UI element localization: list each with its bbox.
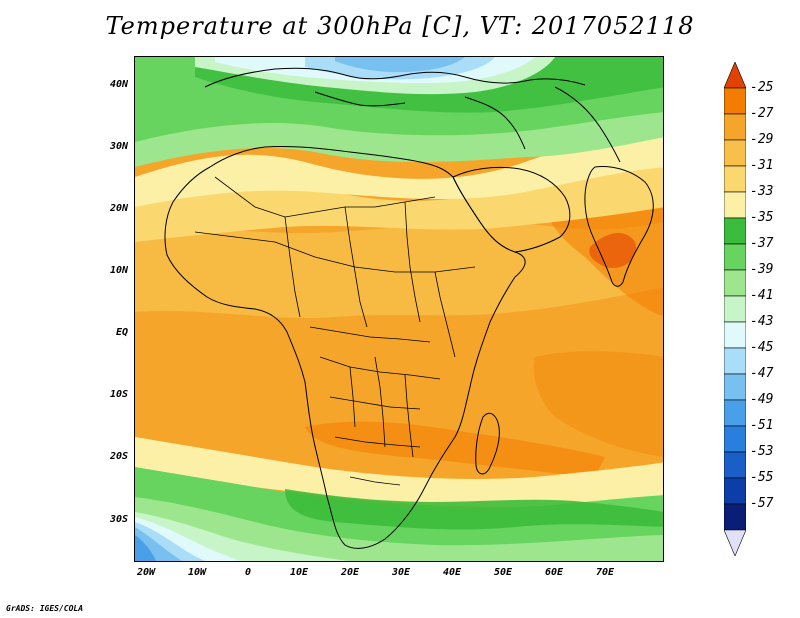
field-blue-patch-mediterranean: [335, 57, 465, 73]
lon-label-70e: 70E: [595, 567, 615, 578]
colorbar-tick-label: -35: [750, 210, 774, 225]
colorbar-box: [724, 451, 746, 479]
colorbar-box: [724, 269, 746, 297]
colorbar-box: [724, 191, 746, 219]
colorbar-box: [724, 503, 746, 531]
colorbar-tick-label: -41: [750, 288, 774, 303]
field-cream-band-north: [135, 127, 663, 207]
colorbar-tick-label: -45: [750, 340, 774, 355]
colorbar-tick-label: -31: [750, 158, 774, 173]
colorbar-tick-label: -49: [750, 392, 774, 407]
colorbar-tick-label: -51: [750, 418, 774, 433]
colorbar-box: [724, 347, 746, 375]
lon-label-20e: 20E: [340, 567, 360, 578]
lat-label-40n: 40N: [109, 79, 128, 90]
country-borders: [194, 176, 476, 486]
lat-label-30s: 30S: [109, 514, 128, 525]
colorbar-tick-label: -53: [750, 444, 774, 459]
colorbar-box: [724, 477, 746, 505]
colorbar-tick-label: -25: [750, 80, 774, 95]
lon-label-10e: 10E: [289, 567, 309, 578]
coastlines: [164, 67, 654, 549]
field-blue-mid-patch-south-atlantic: [135, 535, 157, 561]
colorbar-box: [724, 295, 746, 323]
lon-label-30e: 30E: [391, 567, 411, 578]
colorbar-box: [724, 217, 746, 245]
lat-label-10n: 10N: [109, 265, 128, 276]
colorbar-over-triangle: [724, 62, 746, 89]
lon-label-50e: 50E: [493, 567, 513, 578]
field-orange-dark-patch-indian-ocean: [533, 351, 663, 457]
lon-label-0: 0: [244, 567, 252, 578]
lat-label-30n: 30N: [109, 141, 128, 152]
colorbar-box: [724, 139, 746, 167]
lat-label-10s: 10S: [109, 389, 128, 400]
colorbar-box: [724, 373, 746, 401]
colorbar-tick-label: -27: [750, 106, 774, 121]
field-green-light-band-south: [135, 497, 663, 561]
colorbar-box: [724, 243, 746, 271]
chart-title: Temperature at 300hPa [C], VT: 201705211…: [105, 12, 695, 40]
lon-label-10w: 10W: [187, 567, 207, 578]
colorbar-box: [724, 321, 746, 349]
lon-label-40e: 40E: [442, 567, 462, 578]
colorbar-box: [724, 399, 746, 427]
field-yellow-band-north: [135, 142, 663, 242]
credit-text: GrADS: IGES/COLA: [6, 604, 84, 613]
colorbar-tick-label: -39: [750, 262, 774, 277]
field-orange-light-band: [135, 222, 663, 319]
colorbar-tick-label: -37: [750, 236, 774, 251]
lat-label-eq: EQ: [115, 327, 128, 338]
colorbar-box: [724, 113, 746, 141]
colorbar-tick-label: -29: [750, 132, 774, 147]
lat-label-20s: 20S: [109, 451, 128, 462]
field-green-dark-band-south: [285, 489, 663, 530]
colorbar-tick-label: -55: [750, 470, 774, 485]
colorbar-box: [724, 165, 746, 193]
colorbar-under-triangle: [724, 529, 746, 556]
colorbar-box: [724, 425, 746, 453]
colorbar-tick-label: -57: [750, 496, 774, 511]
colorbar-tick-label: -43: [750, 314, 774, 329]
colorbar-tick-label: -47: [750, 366, 774, 381]
field-orange-dark-patch-south-africa: [305, 421, 605, 477]
colorbar: [724, 62, 746, 556]
lon-label-20w: 20W: [136, 567, 156, 578]
colorbar-tick-label: -33: [750, 184, 774, 199]
lat-label-20n: 20N: [109, 203, 128, 214]
lon-label-60e: 60E: [544, 567, 564, 578]
field-orange-dark-patch-india: [589, 232, 636, 268]
temperature-map: [134, 56, 664, 562]
colorbar-box: [724, 87, 746, 115]
field-cream-band-south: [135, 437, 663, 507]
